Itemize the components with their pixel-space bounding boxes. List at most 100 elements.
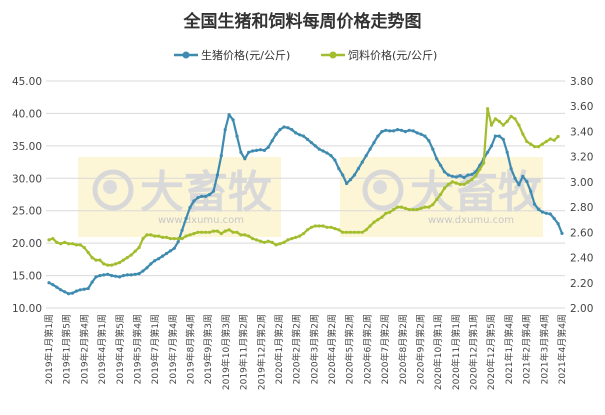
- right-axis-ticks: 2.00 2.20 2.40 2.60 2.80 3.00 3.20 3.40 3.60 3.80: [570, 76, 593, 315]
- feed-point: [262, 240, 266, 244]
- feed-point: [247, 234, 251, 238]
- pig-point: [223, 128, 227, 132]
- pig-point: [435, 157, 439, 161]
- pig-point: [505, 150, 509, 154]
- feed-point: [352, 230, 357, 234]
- pig-point: [431, 147, 435, 151]
- feed-point: [219, 232, 223, 236]
- feed-point: [164, 235, 169, 239]
- x-tick-label: 2021年1月第4周: [503, 314, 515, 384]
- pig-point: [348, 178, 353, 182]
- feed-point: [102, 262, 106, 266]
- pig-point: [121, 274, 125, 278]
- feed-point: [117, 261, 122, 265]
- feed-point: [86, 250, 90, 255]
- pig-point: [395, 128, 400, 132]
- left-tick-label: 10.00: [12, 303, 42, 315]
- x-tick-label: 2021年4月第4周: [556, 314, 568, 384]
- pig-point: [321, 149, 325, 153]
- pig-point: [129, 273, 133, 277]
- feed-point: [392, 208, 396, 212]
- x-tick-label: 2020年7月第2周: [379, 314, 391, 384]
- x-tick-label: 2020年10月第1周: [432, 314, 444, 390]
- pig-point: [392, 129, 396, 133]
- x-tick-label: 2019年4月第1周: [96, 314, 108, 384]
- pig-point: [149, 262, 153, 266]
- pig-point: [74, 289, 78, 293]
- feed-point: [239, 233, 243, 237]
- pig-point: [317, 147, 321, 151]
- feed-point: [215, 229, 219, 233]
- pig-point: [137, 272, 141, 276]
- feed-point: [153, 234, 157, 238]
- x-tick-label: 2020年5月第2周: [344, 314, 356, 384]
- pig-point: [188, 205, 192, 210]
- feed-point: [125, 256, 129, 260]
- feed-point: [482, 161, 486, 165]
- feed-point: [59, 242, 63, 246]
- feed-point: [466, 180, 470, 184]
- feed-point: [313, 224, 317, 228]
- feed-point: [176, 237, 180, 241]
- x-tick-label: 2019年1月第1周: [43, 314, 55, 384]
- feed-point: [501, 123, 505, 127]
- pig-point: [309, 141, 313, 145]
- feed-point: [442, 186, 447, 190]
- legend-feed-label: 饲料价格(元/公斤): [348, 48, 437, 62]
- pig-point: [352, 173, 357, 177]
- pig-point: [556, 222, 560, 226]
- pig-point: [278, 128, 282, 132]
- pig-point: [544, 211, 548, 215]
- x-tick-label: 2019年4月第5周: [114, 314, 126, 384]
- pig-point: [110, 274, 114, 278]
- feed-point: [227, 228, 231, 232]
- feed-point: [301, 232, 306, 236]
- pig-point: [372, 141, 376, 145]
- pig-point: [388, 129, 392, 133]
- feed-point: [450, 180, 454, 184]
- feed-point: [513, 117, 517, 121]
- pig-point: [384, 128, 388, 132]
- feed-point: [329, 225, 333, 229]
- pig-point: [161, 254, 165, 258]
- pig-point: [493, 134, 497, 138]
- feed-point: [446, 182, 450, 186]
- series-lines: [47, 107, 564, 296]
- pig-point: [86, 286, 90, 291]
- pig-point: [536, 207, 541, 211]
- pig-point: [258, 148, 263, 152]
- feed-point: [282, 240, 286, 244]
- feed-point: [356, 230, 360, 234]
- pig-point: [98, 274, 102, 278]
- pig-point: [219, 154, 223, 158]
- feed-point: [431, 203, 435, 207]
- feed-point: [294, 235, 298, 239]
- feed-point: [427, 205, 431, 209]
- pig-point: [446, 173, 450, 177]
- right-tick-label: 3.20: [570, 152, 593, 164]
- feed-point: [478, 167, 482, 171]
- feed-point: [544, 139, 548, 144]
- pig-point: [325, 151, 329, 155]
- left-tick-label: 25.00: [12, 206, 42, 218]
- pig-point: [239, 150, 243, 154]
- pig-point: [360, 160, 364, 164]
- feed-point: [380, 215, 384, 219]
- pig-point: [439, 163, 443, 167]
- legend-pig-marker: [182, 51, 190, 59]
- feed-point: [411, 208, 415, 212]
- left-tick-label: 15.00: [12, 271, 42, 283]
- left-tick-label: 35.00: [12, 141, 42, 153]
- feed-point: [82, 245, 86, 250]
- feed-point: [254, 238, 259, 242]
- pig-point: [560, 231, 564, 235]
- x-tick-label: 2020年4月第2周: [326, 314, 338, 384]
- pig-point: [51, 283, 55, 287]
- feed-point: [419, 206, 423, 210]
- feed-point: [458, 182, 462, 186]
- watermark-logo-dot: [103, 180, 117, 194]
- legend-item-feed: 饲料价格(元/公斤): [321, 48, 437, 62]
- legend: 生猪价格(元/公斤) 饲料价格(元/公斤): [174, 48, 437, 62]
- left-tick-label: 20.00: [12, 238, 42, 250]
- right-tick-label: 2.60: [570, 227, 593, 239]
